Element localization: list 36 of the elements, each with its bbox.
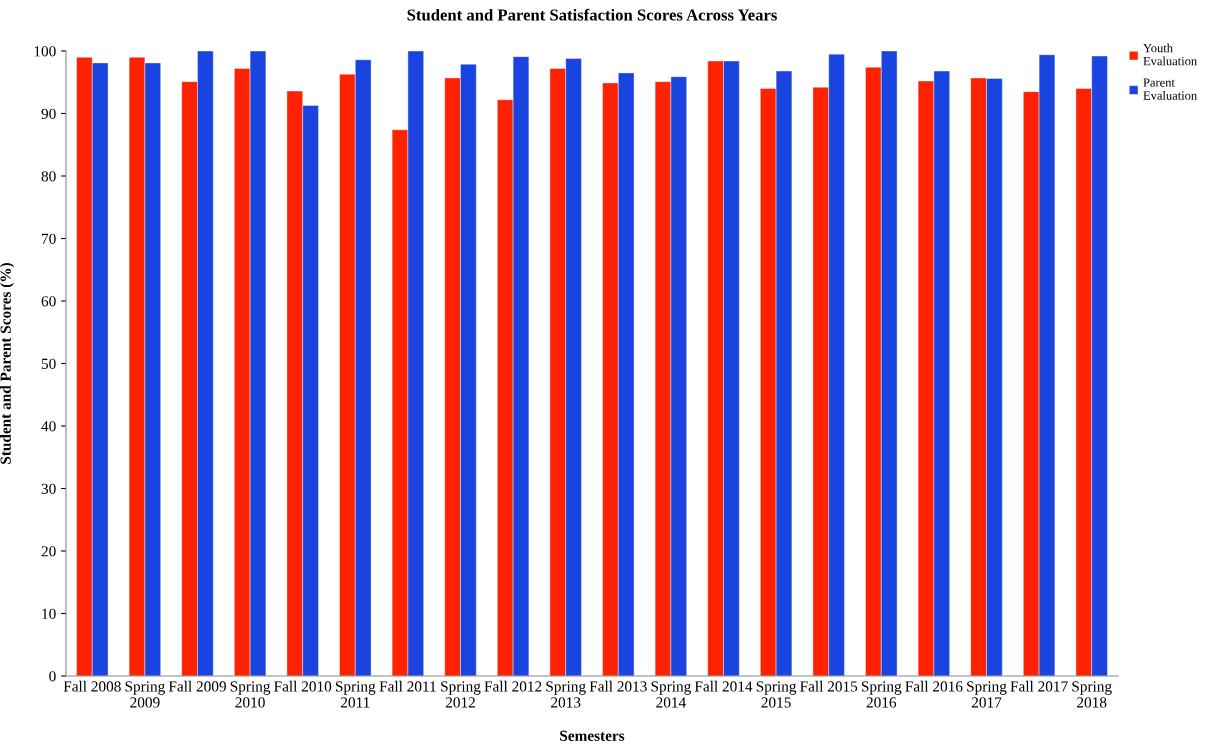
x-tick-label: Spring 2009	[125, 681, 165, 708]
x-tick-label: Fall 2011	[379, 680, 436, 692]
y-tick-label: 40	[41, 421, 56, 432]
y-tick-label: 60	[41, 296, 56, 307]
legend-label: Youth Evaluation	[1143, 43, 1197, 66]
x-tick-label: Spring 2017	[967, 681, 1007, 708]
x-tick-label: Fall 2010	[274, 680, 332, 692]
x-tick-label: Fall 2008	[63, 680, 121, 692]
x-tick-label: Fall 2015	[800, 680, 858, 692]
y-tick-label: 30	[41, 483, 56, 494]
x-tick-label: Fall 2017	[1010, 680, 1068, 692]
y-tick-label: 100	[34, 46, 56, 57]
x-tick-label: Spring 2014	[651, 681, 691, 708]
y-axis-title: Student and Parent Scores (%)	[0, 263, 14, 464]
y-tick-label: 20	[41, 546, 56, 557]
y-tick-label: 70	[42, 233, 56, 244]
legend-label: Parent Evaluation	[1143, 78, 1197, 100]
x-axis-title: Semesters	[560, 730, 625, 741]
x-tick-label: Fall 2014	[694, 680, 753, 692]
y-tick-label: 50	[41, 358, 56, 369]
y-tick-label: 90	[41, 108, 56, 119]
x-tick-label: Spring 2012	[441, 681, 481, 708]
x-tick-label: Fall 2013	[589, 680, 647, 692]
x-tick-label: Spring 2010	[230, 681, 271, 708]
x-tick-label: Fall 2009	[168, 680, 226, 692]
x-tick-label: Fall 2016	[905, 680, 963, 692]
x-tick-label: Fall 2012	[484, 680, 542, 692]
x-tick-label: Spring 2015	[756, 681, 797, 708]
x-tick-label: Spring 2013	[546, 681, 586, 708]
x-tick-label: Spring 2016	[861, 681, 902, 708]
chart-title: Student and Parent Satisfaction Scores Across Years	[407, 8, 777, 21]
y-tick-label: 80	[41, 171, 56, 182]
x-tick-label: Spring 2018	[1072, 681, 1112, 708]
y-tick-label: 10	[42, 608, 56, 619]
x-tick-label: Spring 2011	[335, 681, 376, 708]
y-tick-label: 0	[49, 671, 56, 682]
